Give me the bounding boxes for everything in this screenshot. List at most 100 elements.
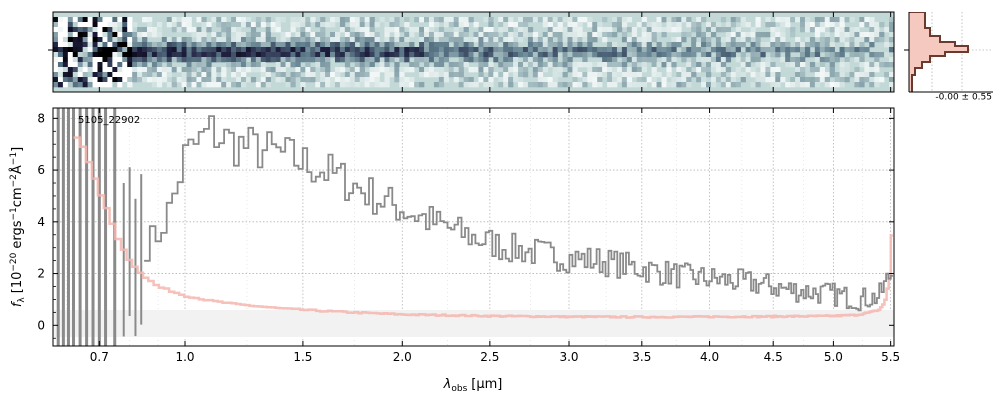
heatmap-cell (112, 82, 118, 88)
heatmap-cell (839, 77, 845, 83)
heatmap-cell (384, 62, 390, 68)
heatmap-cell (478, 42, 484, 48)
y-label-exp2: −1 (9, 207, 19, 220)
heatmap-cell (369, 22, 375, 28)
heatmap-cell (760, 67, 766, 73)
heatmap-cell (478, 72, 484, 78)
heatmap-cell (458, 17, 464, 23)
heatmap-cell (330, 32, 336, 38)
heatmap-cell (448, 37, 455, 43)
heatmap-cell (97, 17, 103, 23)
heatmap-cell (359, 22, 365, 28)
heatmap-cell (458, 22, 464, 28)
heatmap-cell (300, 77, 306, 83)
heatmap-cell (122, 52, 128, 58)
heatmap-cell (715, 62, 722, 68)
heatmap-cell (646, 57, 652, 63)
heatmap-cell (582, 57, 588, 63)
heatmap-cell (107, 52, 113, 58)
heatmap-cell (320, 62, 326, 68)
heatmap-cell (508, 37, 514, 43)
heatmap-cell (795, 62, 801, 68)
heatmap-cell (750, 82, 756, 88)
heatmap-cell (448, 17, 455, 23)
heatmap-cell (651, 37, 657, 43)
heatmap-cell (334, 77, 341, 83)
heatmap-cell (814, 22, 821, 28)
heatmap-cell (508, 77, 514, 83)
heatmap-cell (255, 62, 262, 68)
heatmap-cell (384, 72, 390, 78)
heatmap-cell (166, 57, 173, 63)
heatmap-cell (641, 62, 647, 68)
heatmap-cell (557, 47, 563, 53)
heatmap-cell (636, 47, 642, 53)
heatmap-cell (572, 72, 578, 78)
heatmap-cell (146, 47, 153, 53)
heatmap-cell (463, 27, 469, 33)
heatmap-cell (715, 52, 722, 58)
heatmap-cell (720, 77, 727, 83)
heatmap-cell (255, 37, 262, 43)
heatmap-cell (117, 67, 123, 73)
heatmap-cell (710, 82, 717, 88)
heatmap-cell (839, 47, 845, 53)
heatmap-cell (889, 32, 894, 38)
heatmap-cell (626, 52, 633, 58)
heatmap-cell (112, 77, 118, 83)
heatmap-cell (414, 82, 420, 88)
y-label-tail: Å (9, 165, 25, 174)
heatmap-cell (67, 17, 74, 23)
heatmap-cell (740, 52, 746, 58)
heatmap-cell (473, 82, 479, 88)
heatmap-cell (216, 37, 222, 43)
heatmap-cell (57, 27, 64, 33)
heatmap-cell (433, 17, 440, 23)
heatmap-cell (706, 32, 712, 38)
heatmap-cell (760, 72, 766, 78)
heatmap-cell (597, 82, 603, 88)
heatmap-cell (651, 27, 657, 33)
heatmap-cell (849, 47, 855, 53)
heatmap-cell (676, 82, 682, 88)
heatmap-cell (522, 67, 529, 73)
heatmap-cell (819, 47, 826, 53)
heatmap-cell (196, 32, 202, 38)
heatmap-cell (414, 57, 420, 63)
heatmap-cell (513, 42, 519, 48)
heatmap-cell (315, 37, 321, 43)
heatmap-cell (156, 67, 163, 73)
heatmap-cell (211, 17, 217, 23)
heatmap-cell (488, 67, 494, 73)
heatmap-cell (671, 62, 677, 68)
heatmap-cell (671, 22, 677, 28)
heatmap-cell (834, 37, 840, 43)
heatmap-cell (631, 62, 638, 68)
heatmap-cell (448, 67, 455, 73)
heatmap-cell (62, 27, 69, 33)
heatmap-cell (107, 77, 113, 83)
heatmap-cell (325, 52, 331, 58)
heatmap-cell (646, 77, 652, 83)
heatmap-cell (542, 42, 549, 48)
heatmap-cell (557, 22, 563, 28)
heatmap-cell (112, 22, 118, 28)
heatmap-cell (765, 42, 771, 48)
heatmap-cell (87, 72, 93, 78)
heatmap-cell (626, 57, 633, 63)
heatmap-cell (607, 57, 613, 63)
heatmap-cell (117, 17, 123, 23)
heatmap-cell (577, 82, 583, 88)
heatmap-cell (676, 52, 682, 58)
heatmap-cell (814, 47, 821, 53)
heatmap-cell (300, 27, 306, 33)
heatmap-cell (424, 62, 430, 68)
heatmap-cell (369, 37, 375, 43)
heatmap-cell (824, 22, 830, 28)
heatmap-cell (122, 77, 128, 83)
heatmap-cell (305, 27, 311, 33)
heatmap-cell (132, 62, 138, 68)
heatmap-cell (770, 52, 776, 58)
heatmap-cell (379, 52, 385, 58)
